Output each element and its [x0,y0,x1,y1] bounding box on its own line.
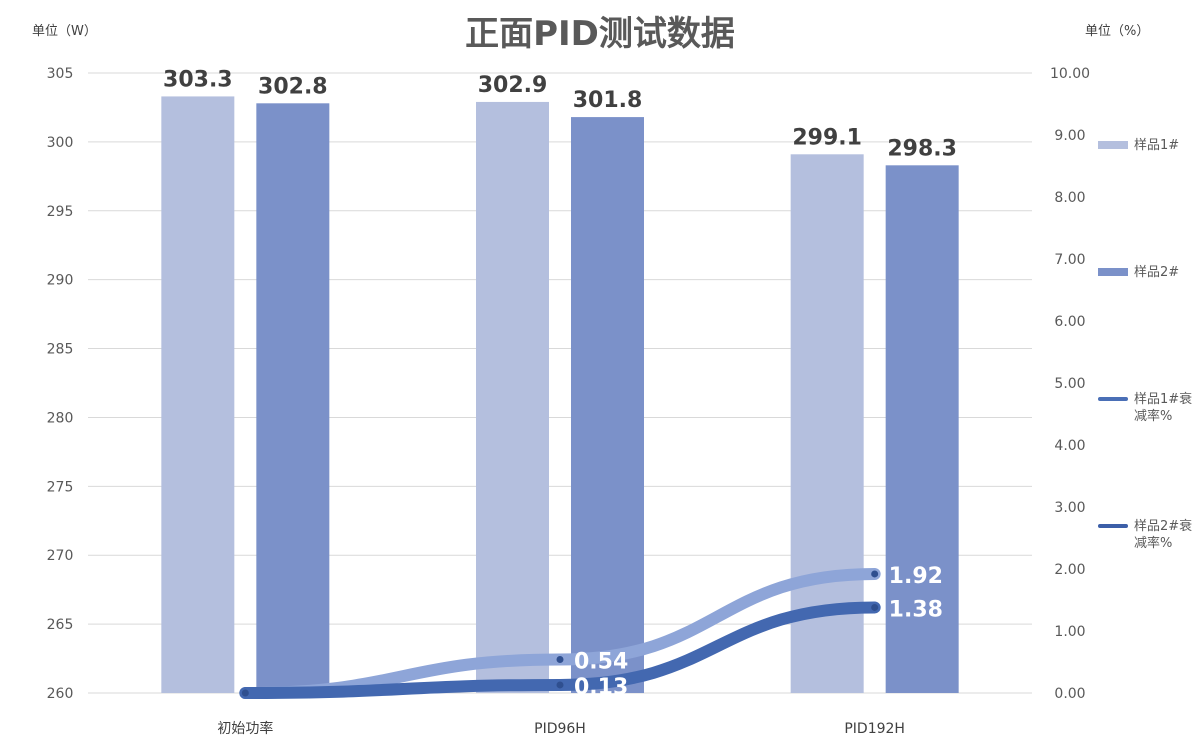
x-category-label: PID192H [844,721,905,737]
bar [571,117,644,694]
line-point [871,570,879,578]
y-right-tick-label: 10.00 [1050,66,1090,82]
left-axis-unit: 单位（W） [32,24,97,39]
y-right-tick-label: 9.00 [1054,128,1085,144]
line-value-label: 0.54 [574,650,628,675]
legend-label-sample2-decay: 样品2#衰减率% [1134,519,1193,551]
chart-title: 正面PID测试数据 [465,14,735,54]
y-left-tick-label: 290 [47,273,74,289]
bar-value-label: 299.1 [792,125,862,150]
decay-line [239,567,881,699]
y-right-tick-label: 5.00 [1054,376,1085,392]
y-right-tick-label: 8.00 [1054,190,1085,206]
line-value-label: 1.92 [889,564,943,589]
line-value-label: 1.38 [889,597,943,622]
bar [256,103,330,694]
line-point [556,656,564,664]
legend-swatch-sample1 [1098,141,1128,149]
line-point [871,603,879,611]
bar [161,96,235,693]
y-left-tick-label: 305 [47,66,74,82]
legend-label-sample2: 样品2# [1134,265,1180,280]
legend-label-sample1: 样品1# [1134,138,1180,153]
x-category-label: 初始功率 [217,720,273,737]
bar [476,101,549,693]
line-value-label: 0.13 [574,675,628,700]
legend-swatch-sample2-decay [1098,524,1128,528]
bar-value-label: 301.8 [573,88,643,113]
bar-value-label: 303.3 [163,67,233,92]
right-axis-unit: 单位（%） [1085,24,1150,39]
legend-swatch-sample2 [1098,268,1128,276]
y-right-tick-label: 1.00 [1054,624,1085,640]
line-point [241,689,249,697]
line-point [556,681,564,689]
y-right-tick-label: 6.00 [1054,314,1085,330]
y-left-tick-label: 265 [47,617,74,633]
legend-label-sample1-decay: 样品1#衰减率% [1134,392,1193,424]
y-left-tick-label: 300 [47,135,74,151]
y-right-tick-label: 3.00 [1054,500,1085,516]
bar [885,165,959,694]
bar-value-label: 302.8 [258,74,328,99]
y-right-tick-label: 2.00 [1054,562,1085,578]
legend-swatch-sample1-decay [1098,397,1128,401]
y-left-tick-label: 270 [47,548,74,564]
decay-line [239,601,881,699]
y-left-tick-label: 295 [47,204,74,220]
y-left-tick-label: 285 [47,342,74,358]
y-left-tick-label: 275 [47,479,74,495]
bar-value-label: 302.9 [478,73,548,98]
y-right-tick-label: 4.00 [1054,438,1085,454]
x-category-label: PID96H [534,721,586,737]
y-left-tick-label: 260 [47,686,74,702]
y-left-tick-label: 280 [47,410,74,426]
y-right-tick-label: 7.00 [1054,252,1085,268]
y-right-tick-label: 0.00 [1054,686,1085,702]
bar-value-label: 298.3 [887,136,957,161]
